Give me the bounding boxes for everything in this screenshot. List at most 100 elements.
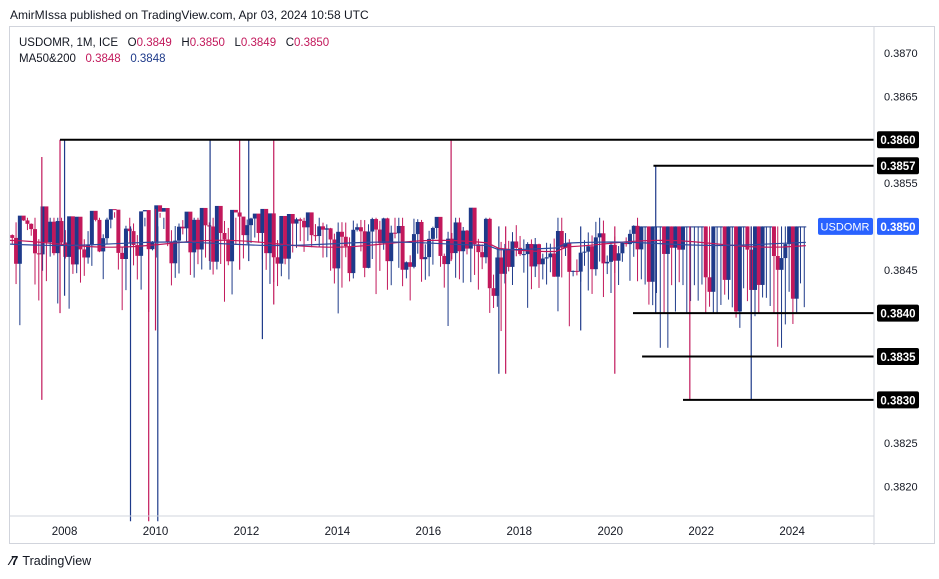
candle-body [658, 226, 663, 228]
candle-body [779, 258, 784, 270]
legend-ma-label[interactable]: MA50&200 [19, 53, 76, 65]
candle-body [802, 226, 807, 228]
candle-body [798, 226, 803, 228]
candles-layer [10, 139, 807, 522]
axes-layer: 0.3870 0.3865 0.3855 0.3845 0.3825 0.3820 2008… [9, 26, 918, 545]
y-tick-label: 0.3825 [884, 438, 918, 450]
candle-body [404, 262, 409, 270]
candle-body [161, 208, 166, 212]
x-tick-label: 2016 [416, 526, 442, 538]
y-tick-label: 0.3865 [884, 91, 918, 103]
candle-body [21, 215, 26, 221]
candle-body [442, 255, 447, 265]
candle-body [377, 229, 382, 244]
candle-body [468, 207, 473, 249]
candle-body [199, 207, 204, 250]
legend-ma200-value: 0.3848 [130, 53, 166, 65]
candle-body [97, 219, 102, 252]
legend-symbol[interactable]: USDOMR, 1M, ICE [19, 37, 119, 49]
candle-body [446, 238, 451, 265]
candle-body [540, 258, 545, 265]
candle-body [552, 253, 557, 277]
candle-body [184, 211, 189, 229]
candle-body [25, 220, 30, 224]
x-tick-label: 2008 [52, 526, 78, 538]
candle-body [86, 245, 91, 258]
horizontal-levels-layer: 0.3860 0.3857 0.3840 0.3835 0.3830 USDOMR 0.38… [60, 131, 919, 409]
candle-body [279, 215, 284, 264]
x-tick-label: 2010 [143, 526, 169, 538]
candle-body [123, 228, 128, 259]
candle-body [783, 244, 788, 259]
candle-body [555, 230, 560, 277]
candle-body [305, 212, 310, 228]
candle-body [93, 210, 98, 220]
y-tick-label: 0.3855 [884, 178, 918, 190]
level-price-label: 0.3857 [880, 161, 915, 173]
published-by-line: AmirMIssa published on TradingView.com, … [10, 8, 369, 22]
candle-body [631, 225, 636, 234]
candle-body [487, 218, 492, 289]
candle-body [430, 227, 435, 239]
candle-body [169, 242, 174, 264]
legend-high-value: 0.3850 [189, 37, 225, 49]
candle-body [249, 218, 254, 226]
candle-body [506, 249, 511, 267]
candle-body [699, 226, 704, 228]
candle-body [355, 227, 360, 230]
legend-low-label: L [234, 37, 241, 49]
candle-body [70, 216, 75, 265]
candle-body [290, 213, 295, 224]
candle-body [14, 237, 19, 264]
candle-body [411, 234, 416, 267]
footer-brand-text: TradingView [22, 553, 92, 568]
candle-body [627, 233, 632, 245]
candle-body [294, 219, 299, 224]
candle-body [302, 220, 307, 228]
chart-legend: USDOMR, 1M, ICE O0.3849 H0.3850 L0.3849 … [19, 35, 329, 67]
candle-body [472, 207, 477, 245]
moving-averages-layer [9, 239, 806, 253]
candle-body [491, 288, 496, 296]
candle-body [264, 208, 269, 254]
candle-body [760, 226, 765, 285]
last-price-badge [877, 217, 919, 235]
candle-body [358, 227, 363, 232]
legend-open-label: O [127, 37, 137, 49]
legend-open-value: 0.3849 [136, 37, 172, 49]
candle-body [423, 257, 428, 260]
candle-body [734, 226, 739, 312]
candle-body [400, 225, 405, 270]
candle-body [620, 242, 625, 254]
candle-body [597, 233, 602, 238]
level-price-badge [877, 347, 919, 365]
candle-body [438, 216, 443, 256]
candle-body [188, 211, 193, 253]
candle-body [548, 253, 553, 258]
candle-body [180, 226, 185, 229]
y-tick-label: 0.3820 [884, 482, 918, 494]
candle-body [483, 218, 488, 258]
candle-body [370, 219, 375, 232]
candle-body [233, 209, 238, 213]
candle-body [673, 226, 678, 248]
candle-body [654, 226, 659, 228]
candle-body [142, 210, 147, 212]
candle-body [256, 213, 261, 233]
candle-body [298, 219, 303, 221]
candle-body [362, 231, 367, 268]
candle-body [135, 245, 140, 256]
candle-body [222, 233, 227, 240]
x-tick-label: 2018 [507, 526, 533, 538]
level-price-badge [877, 131, 919, 149]
candle-body [586, 246, 591, 252]
y-tick-label: 0.3845 [884, 265, 918, 277]
candle-body [328, 228, 333, 240]
candle-body [677, 226, 682, 250]
candle-body [267, 213, 272, 254]
tradingview-logo-icon: ⁄7 [10, 553, 18, 568]
legend-high-label: H [181, 37, 190, 49]
candle-body [605, 261, 610, 264]
candle-body [55, 221, 60, 254]
